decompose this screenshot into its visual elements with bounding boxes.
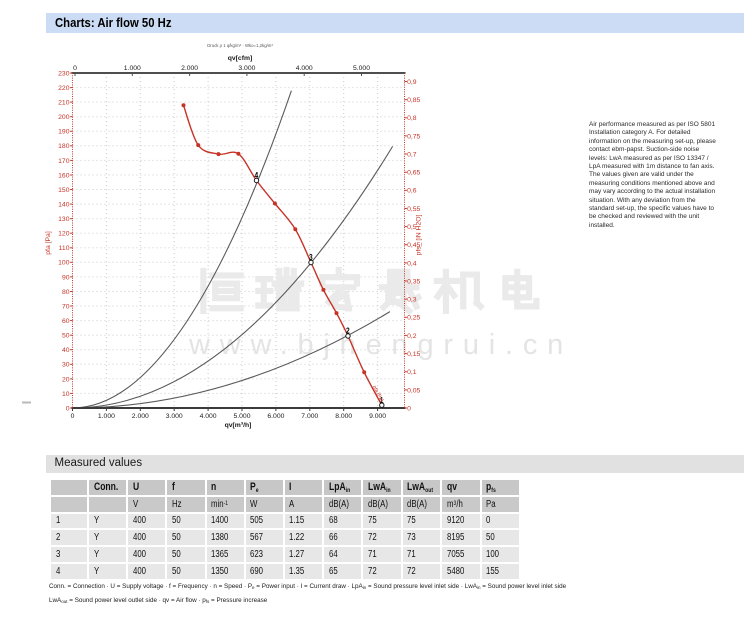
svg-text:80: 80 [62,289,70,296]
svg-text:60: 60 [62,318,70,325]
svg-text:Druck ρ 1 q/kg/m³ · Wko=1,2kg/: Druck ρ 1 q/kg/m³ · Wko=1,2kg/m³ [207,43,273,48]
svg-text:140: 140 [58,202,70,209]
svg-text:6.000: 6.000 [267,413,284,420]
svg-text:pfa [Pa]: pfa [Pa] [45,231,52,255]
svg-text:160: 160 [58,172,70,179]
svg-text:3.000: 3.000 [238,65,255,72]
svg-text:120: 120 [58,231,70,238]
svg-text:90: 90 [62,274,70,281]
svg-text:pfa [Pa]: pfa [Pa] [371,385,384,404]
svg-text:0,85: 0,85 [407,97,420,104]
svg-text:200: 200 [58,114,70,121]
svg-text:0,75: 0,75 [407,133,420,140]
svg-text:0,55: 0,55 [407,206,420,213]
svg-text:170: 170 [58,158,70,165]
svg-text:0,9: 0,9 [407,79,417,86]
svg-text:qv[m³/h]: qv[m³/h] [225,422,252,429]
svg-text:230: 230 [58,70,70,77]
svg-text:110: 110 [59,245,70,252]
svg-text:50: 50 [62,333,70,340]
svg-text:3.000: 3.000 [166,413,183,420]
svg-text:0,7: 0,7 [407,151,417,158]
svg-text:70: 70 [62,303,70,310]
svg-text:8.000: 8.000 [335,413,352,420]
svg-text:0,35: 0,35 [407,278,420,285]
svg-text:qv[cfm]: qv[cfm] [228,55,253,62]
svg-text:1.000: 1.000 [124,65,141,72]
svg-text:0,8: 0,8 [407,115,417,122]
svg-text:1.000: 1.000 [98,413,115,420]
svg-text:190: 190 [58,129,70,136]
svg-text:4.000: 4.000 [296,65,313,72]
svg-text:0,3: 0,3 [407,297,417,304]
svg-text:3: 3 [309,252,313,262]
svg-text:210: 210 [58,100,70,107]
svg-text:0,2: 0,2 [407,333,417,340]
svg-text:5.000: 5.000 [353,65,370,72]
svg-text:0: 0 [71,413,75,420]
svg-text:0,05: 0,05 [407,387,420,394]
svg-text:0,6: 0,6 [407,188,417,195]
svg-text:7.000: 7.000 [301,413,318,420]
svg-text:5.000: 5.000 [233,413,250,420]
svg-text:0,4: 0,4 [407,260,417,267]
svg-text:0,1: 0,1 [407,369,417,376]
svg-text:0: 0 [407,405,411,412]
svg-text:220: 220 [58,85,70,92]
svg-text:2.000: 2.000 [132,413,149,420]
svg-text:0: 0 [66,405,70,412]
svg-text:0,45: 0,45 [407,242,420,249]
svg-text:pfs_ [iN H2O]: pfs_ [iN H2O] [416,214,423,255]
svg-text:30: 30 [62,362,70,369]
svg-text:180: 180 [58,143,70,150]
svg-text:40: 40 [62,347,70,354]
svg-text:www.bjhengrui.cn: www.bjhengrui.cn [188,329,573,361]
svg-text:2.000: 2.000 [181,65,198,72]
svg-text:1: 1 [380,395,384,405]
svg-text:4: 4 [254,170,258,180]
svg-text:9.000: 9.000 [369,413,386,420]
svg-text:0,25: 0,25 [407,315,420,322]
svg-text:20: 20 [62,376,70,383]
svg-text:4.000: 4.000 [200,413,217,420]
svg-text:0,5: 0,5 [407,224,417,231]
svg-text:2: 2 [346,326,350,336]
svg-text:130: 130 [58,216,70,223]
svg-text:0,65: 0,65 [407,170,420,177]
svg-text:150: 150 [58,187,70,194]
svg-text:100: 100 [58,260,70,267]
svg-text:0,15: 0,15 [407,351,420,358]
svg-text:0: 0 [73,65,77,72]
svg-text:10: 10 [62,391,70,398]
